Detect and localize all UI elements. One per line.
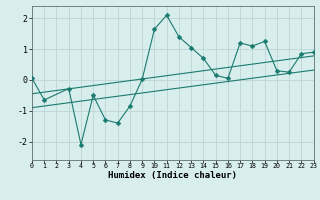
X-axis label: Humidex (Indice chaleur): Humidex (Indice chaleur)	[108, 171, 237, 180]
